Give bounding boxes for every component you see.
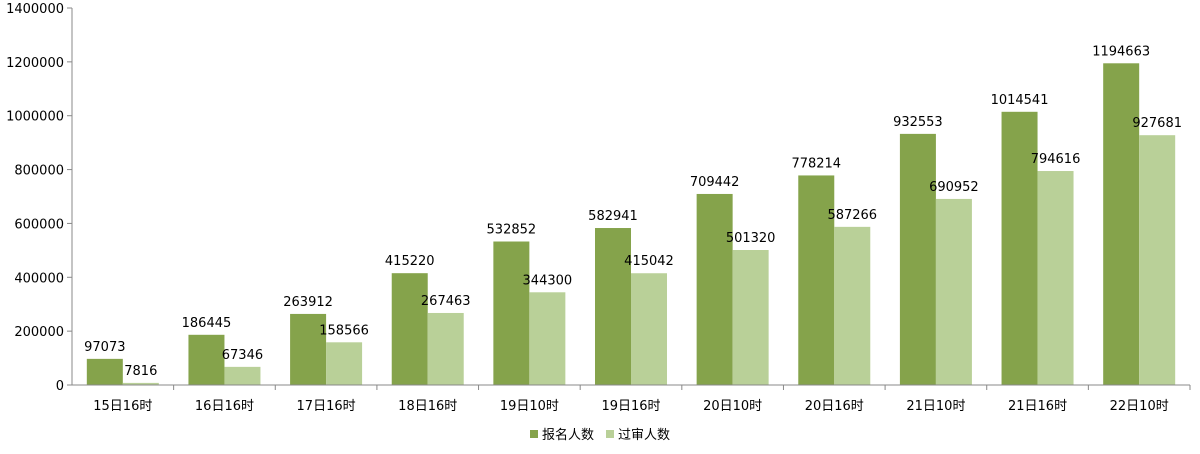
data-label: 587266	[827, 208, 877, 223]
bar-approved	[834, 226, 871, 385]
y-tick-label: 600000	[14, 217, 64, 232]
y-tick-label: 1400000	[6, 2, 64, 17]
x-tick-label: 20日10时	[703, 399, 762, 414]
y-axis: 0 200000 400000 600000 800000 1000000 1200000 1…	[6, 2, 73, 394]
bar-approved	[631, 273, 667, 385]
bar-approved	[224, 366, 261, 385]
x-tick-label: 21日16时	[1008, 399, 1067, 414]
data-label: 186445	[182, 316, 232, 331]
bar-approved	[1037, 171, 1074, 385]
data-label: 501320	[726, 231, 776, 246]
bar-registered	[595, 228, 631, 385]
data-label: 97073	[84, 340, 125, 355]
x-tick-label: 21日10时	[906, 399, 965, 414]
x-tick-label: 15日16时	[93, 399, 152, 414]
bar-approved	[529, 292, 566, 385]
bar-registered	[899, 133, 936, 385]
bar-approved	[326, 342, 363, 385]
bar-approved	[427, 312, 464, 385]
y-tick-label: 1000000	[6, 110, 64, 125]
data-label: 532852	[487, 223, 537, 238]
data-label: 778214	[791, 156, 841, 171]
data-label: 263912	[283, 295, 333, 310]
data-label: 1014541	[991, 93, 1049, 108]
legend-item-0: 报名人数	[529, 424, 594, 443]
bar-registered	[86, 358, 123, 385]
data-label: 7816	[124, 364, 157, 379]
bar-registered	[493, 241, 530, 385]
x-tick-label: 19日10时	[500, 399, 559, 414]
bar-chart-svg: 0 200000 400000 600000 800000 1000000 1200000 1…	[6, 2, 1191, 414]
data-label: 582941	[588, 209, 638, 224]
x-tick-label: 16日16时	[195, 399, 254, 414]
data-labels: 97073 7816 186445 67346 263912 158566 415220 26…	[84, 44, 1182, 379]
bar-approved	[935, 198, 972, 385]
data-label: 344300	[523, 273, 573, 288]
y-tick-label: 800000	[14, 164, 64, 179]
legend-label-1: 过审人数	[618, 428, 671, 443]
x-axis: 15日16时 16日16时 17日16时 18日16时 19日10时 19日16时 20日1…	[72, 384, 1191, 414]
x-tick-label: 19日16时	[601, 399, 660, 414]
y-tick-label: 0	[56, 379, 64, 394]
data-label: 927681	[1132, 116, 1182, 131]
data-label: 415220	[385, 254, 435, 269]
data-label: 794616	[1031, 152, 1081, 167]
data-label: 158566	[319, 323, 369, 338]
y-tick-label: 400000	[14, 271, 64, 286]
data-label: 67346	[222, 348, 263, 363]
x-tick-label: 17日16时	[297, 399, 356, 414]
bar-registered	[290, 313, 327, 385]
bars	[86, 63, 1176, 386]
legend-item-1: 过审人数	[606, 424, 670, 443]
x-tick-label: 18日16时	[398, 399, 457, 414]
bar-registered	[391, 273, 428, 385]
legend: 报名人数 过审人数	[0, 424, 1200, 443]
bar-approved	[1139, 135, 1176, 385]
data-label: 1194663	[1092, 44, 1150, 59]
data-label: 932553	[893, 115, 943, 130]
bar-approved	[122, 382, 159, 385]
data-label: 415042	[624, 254, 674, 269]
bar-registered	[1001, 111, 1038, 386]
legend-label-0: 报名人数	[541, 428, 594, 443]
bar-registered	[696, 193, 733, 385]
legend-swatch-1	[606, 429, 614, 438]
y-tick-label: 1200000	[6, 56, 64, 71]
y-tick-label: 200000	[14, 325, 64, 340]
x-tick-label: 22日10时	[1110, 399, 1169, 414]
data-label: 709442	[690, 175, 740, 190]
data-label: 690952	[929, 180, 979, 195]
bar-approved	[732, 250, 769, 385]
bar-registered	[1103, 63, 1140, 386]
data-label: 267463	[421, 294, 471, 309]
legend-swatch-0	[529, 429, 538, 438]
bar-registered	[798, 175, 835, 385]
x-tick-label: 20日16时	[805, 399, 864, 414]
bar-registered	[188, 334, 225, 385]
